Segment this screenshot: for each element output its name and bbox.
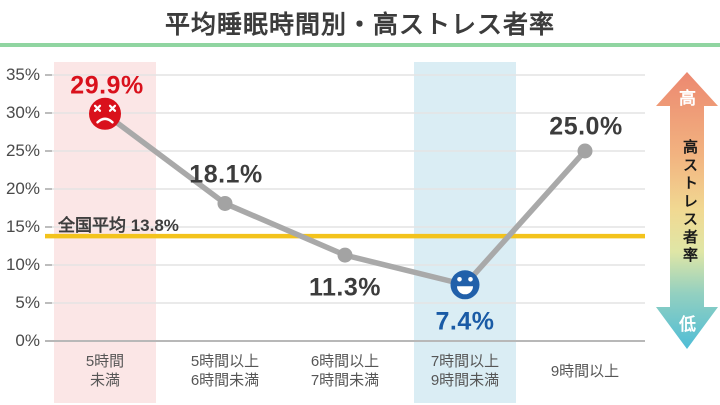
happy-face-icon	[450, 270, 480, 300]
data-point-dot	[337, 247, 353, 263]
highlight-band	[414, 62, 516, 403]
x-axis-category-label: 6時間以上 7時間未満	[310, 353, 380, 389]
y-axis-tick-label: 0%	[15, 331, 40, 350]
data-point-dot	[577, 143, 593, 159]
y-axis-tick-label: 10%	[5, 255, 40, 274]
x-axis-category-label: 9時間以上	[550, 362, 620, 380]
x-axis-category-label: 7時間以上 9時間未満	[430, 353, 500, 389]
sad-face-icon	[89, 97, 121, 130]
page-title: 平均睡眠時間別・高ストレス者率	[164, 11, 555, 39]
y-axis-tick-label: 20%	[5, 179, 40, 198]
series	[102, 111, 593, 288]
y-axis-tick-label: 30%	[5, 103, 40, 122]
arrow-high-label: 高	[679, 89, 696, 108]
y-axis-tick-label: 5%	[15, 293, 40, 312]
national-average-label: 全国平均 13.8%	[58, 216, 179, 236]
arrow-axis-title: 高ストレス者率	[681, 139, 698, 265]
arrow-low-label: 低	[679, 315, 696, 334]
y-axis-tick-label: 15%	[5, 217, 40, 236]
value-label: 25.0%	[549, 112, 623, 141]
x-axis-category-label: 5時間以上 6時間未満	[190, 353, 260, 389]
data-point-dot	[217, 195, 233, 211]
y-axis-tick-label: 35%	[5, 65, 40, 84]
title-underline	[0, 43, 720, 47]
gridlines	[45, 74, 645, 342]
stress-scale-arrow	[656, 72, 718, 349]
value-label: 11.3%	[308, 273, 382, 302]
x-axis-category-label: 5時間 未満	[85, 353, 125, 389]
y-axis-tick-label: 25%	[5, 141, 40, 160]
value-label: 7.4%	[435, 307, 495, 336]
value-label: 29.9%	[70, 71, 144, 100]
value-label: 18.1%	[189, 160, 263, 189]
